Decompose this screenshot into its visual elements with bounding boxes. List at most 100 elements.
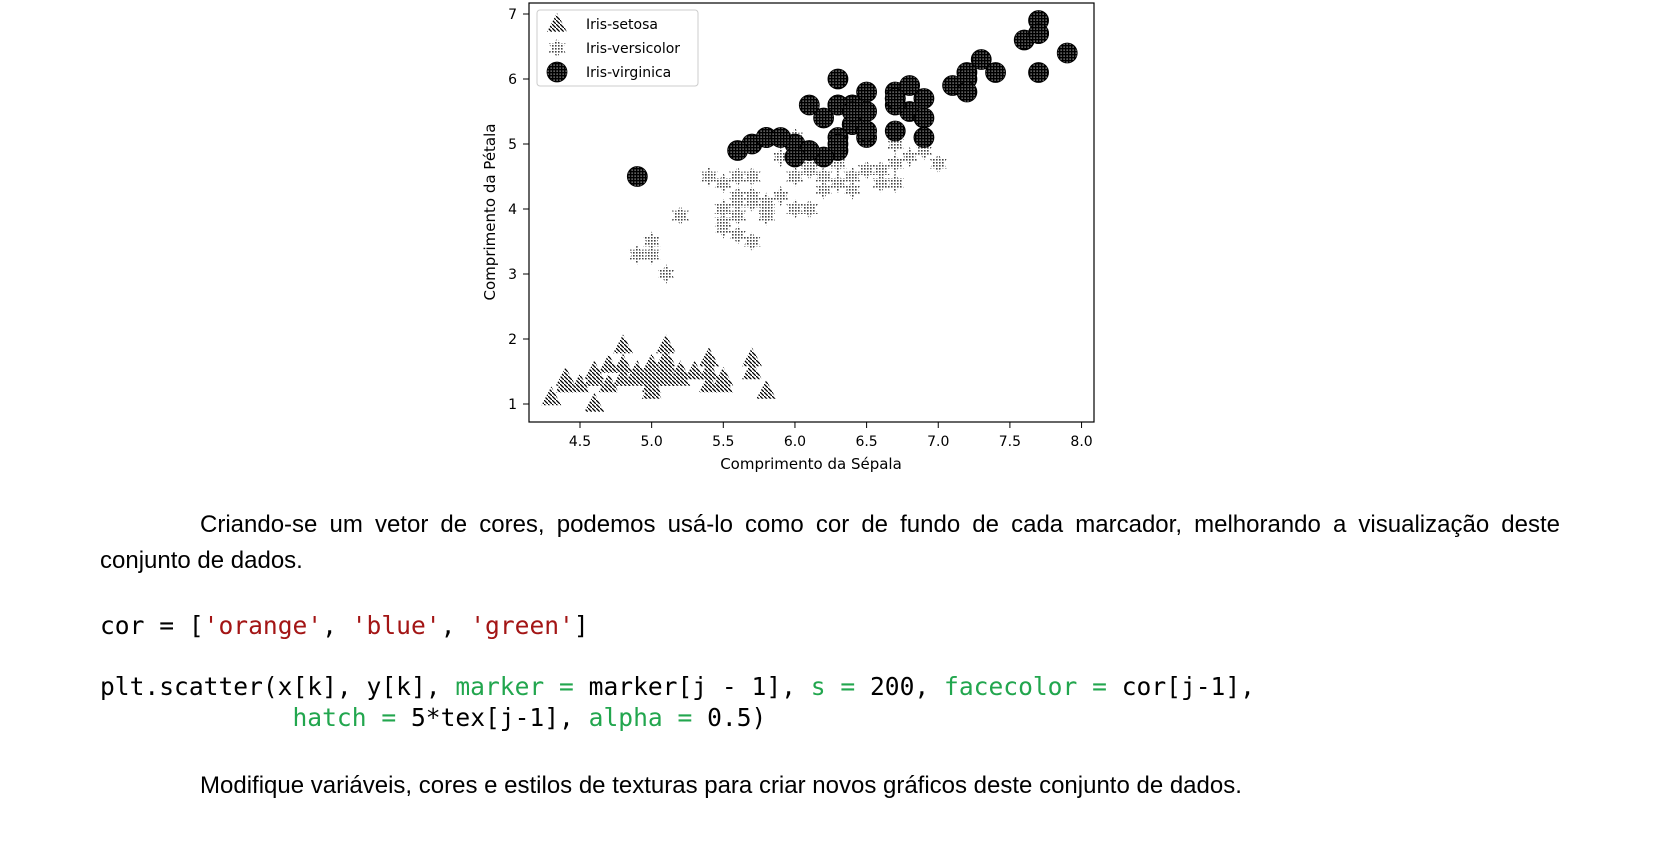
code-string-blue: 'blue' bbox=[351, 611, 441, 640]
code-line-hatch: hatch = 5*tex[j-1], alpha = 0.5) bbox=[100, 702, 767, 733]
data-point-iris-versicolor bbox=[714, 218, 732, 239]
code-token: 200, bbox=[855, 672, 945, 701]
data-point-iris-setosa bbox=[570, 373, 590, 393]
data-point-iris-setosa bbox=[584, 367, 605, 386]
x-tick-label: 7.5 bbox=[999, 434, 1021, 450]
data-point-iris-virginica bbox=[970, 49, 992, 70]
code-keyword-facecolor: facecolor = bbox=[944, 672, 1107, 701]
legend-marker-iris-virginica bbox=[546, 61, 568, 83]
data-point-iris-virginica bbox=[884, 120, 906, 142]
data-point-iris-versicolor bbox=[843, 166, 861, 187]
data-point-iris-setosa bbox=[555, 373, 576, 393]
data-point-iris-versicolor bbox=[786, 166, 804, 187]
data-point-iris-versicolor bbox=[857, 160, 876, 180]
data-point-iris-virginica bbox=[1056, 42, 1078, 64]
code-keyword-hatch: hatch = bbox=[292, 703, 397, 732]
data-point-iris-virginica bbox=[827, 68, 849, 90]
data-point-iris-virginica bbox=[784, 146, 806, 168]
data-point-iris-versicolor bbox=[829, 153, 847, 174]
data-point-iris-versicolor bbox=[900, 147, 919, 167]
legend-label: Iris-versicolor bbox=[586, 41, 680, 57]
data-point-iris-virginica bbox=[985, 62, 1006, 83]
data-point-iris-versicolor bbox=[743, 192, 761, 213]
data-point-iris-setosa bbox=[656, 334, 676, 354]
data-point-iris-setosa bbox=[742, 360, 762, 380]
data-point-iris-setosa bbox=[541, 386, 562, 406]
data-point-iris-versicolor bbox=[800, 160, 818, 180]
legend-marker-iris-setosa bbox=[547, 13, 567, 32]
code-string-green: 'green' bbox=[470, 611, 574, 640]
data-point-iris-versicolor bbox=[829, 173, 847, 193]
code-token: 5*tex[j-1], bbox=[396, 703, 589, 732]
data-point-iris-versicolor bbox=[743, 166, 761, 187]
data-point-iris-virginica bbox=[813, 107, 835, 129]
data-point-iris-versicolor bbox=[814, 166, 833, 187]
x-tick-label: 7.0 bbox=[927, 434, 949, 450]
legend-label: Iris-setosa bbox=[586, 17, 658, 33]
data-point-iris-setosa bbox=[742, 347, 762, 367]
data-point-iris-versicolor bbox=[886, 134, 904, 154]
data-point-iris-versicolor bbox=[872, 173, 890, 193]
data-point-iris-setosa bbox=[598, 373, 619, 393]
y-tick-label: 1 bbox=[508, 397, 517, 413]
data-point-iris-setosa bbox=[699, 347, 719, 367]
code-token: cor[j-1], bbox=[1106, 672, 1255, 701]
data-point-iris-virginica bbox=[770, 127, 792, 148]
data-point-iris-setosa bbox=[584, 393, 605, 412]
data-point-iris-versicolor bbox=[915, 140, 933, 161]
data-point-iris-setosa bbox=[713, 373, 734, 393]
x-axis-label: Comprimento da Sépala bbox=[720, 455, 902, 473]
paragraph-intro: Criando-se um vetor de cores, podemos us… bbox=[100, 511, 1560, 574]
data-point-iris-setosa bbox=[684, 360, 705, 380]
y-tick-label: 7 bbox=[508, 7, 517, 23]
data-point-iris-virginica bbox=[1028, 23, 1049, 44]
data-point-iris-versicolor bbox=[657, 264, 675, 284]
data-point-iris-versicolor bbox=[929, 153, 947, 174]
data-point-iris-versicolor bbox=[786, 199, 804, 219]
data-point-iris-versicolor bbox=[872, 160, 890, 180]
scatter-chart: 4.5 5.0 5.5 6.0 6.5 7.0 7.5 8.0 1 2 3 4 5 6 7 Comprim… bbox=[481, 2, 1095, 473]
data-point-iris-setosa bbox=[670, 360, 691, 380]
code-token: , bbox=[440, 611, 471, 640]
data-point-iris-versicolor bbox=[643, 231, 661, 252]
code-keyword-s: s = bbox=[810, 672, 856, 701]
data-point-iris-versicolor bbox=[714, 173, 732, 193]
y-tick-label: 3 bbox=[508, 267, 517, 283]
data-point-iris-setosa bbox=[613, 367, 633, 386]
legend-box bbox=[536, 9, 699, 87]
data-point-iris-versicolor bbox=[729, 166, 747, 187]
data-point-iris-setosa bbox=[613, 354, 633, 373]
code-token: 0.5) bbox=[692, 703, 767, 732]
plot-frame bbox=[528, 2, 1095, 423]
code-token: marker[j - 1], bbox=[573, 672, 811, 701]
code-token: plt.scatter(x[k], y[k], bbox=[100, 672, 456, 701]
x-tick-label: 6.5 bbox=[855, 434, 877, 450]
data-point-iris-virginica bbox=[841, 101, 863, 122]
code-token: , bbox=[322, 611, 352, 640]
data-point-iris-setosa bbox=[699, 360, 719, 380]
data-point-iris-versicolor bbox=[843, 179, 861, 200]
data-point-iris-virginica bbox=[1028, 62, 1049, 83]
data-point-iris-virginica bbox=[956, 81, 978, 103]
code-line-scatter: plt.scatter(x[k], y[k], marker = marker[… bbox=[100, 671, 1255, 702]
x-tick-label: 5.5 bbox=[712, 434, 734, 450]
data-point-iris-versicolor bbox=[729, 205, 747, 226]
data-point-iris-versicolor bbox=[886, 173, 904, 193]
legend-marker-iris-versicolor bbox=[548, 38, 566, 58]
code-line-cor: cor = ['orange', 'blue', 'green'] bbox=[100, 610, 589, 641]
data-point-iris-virginica bbox=[856, 120, 877, 142]
y-tick-label: 6 bbox=[508, 72, 517, 88]
data-point-iris-setosa bbox=[756, 380, 777, 399]
data-point-iris-virginica bbox=[626, 166, 648, 187]
data-point-iris-virginica bbox=[884, 88, 906, 109]
data-point-iris-versicolor bbox=[814, 179, 833, 200]
data-point-iris-setosa bbox=[656, 354, 676, 373]
data-point-iris-versicolor bbox=[729, 225, 747, 245]
data-point-iris-versicolor bbox=[628, 244, 646, 265]
data-point-iris-versicolor bbox=[714, 199, 732, 219]
data-point-iris-virginica bbox=[798, 94, 820, 116]
data-point-iris-virginica bbox=[827, 133, 849, 155]
code-indent bbox=[100, 703, 293, 732]
data-point-iris-versicolor bbox=[700, 166, 718, 187]
data-point-iris-setosa bbox=[641, 367, 662, 386]
